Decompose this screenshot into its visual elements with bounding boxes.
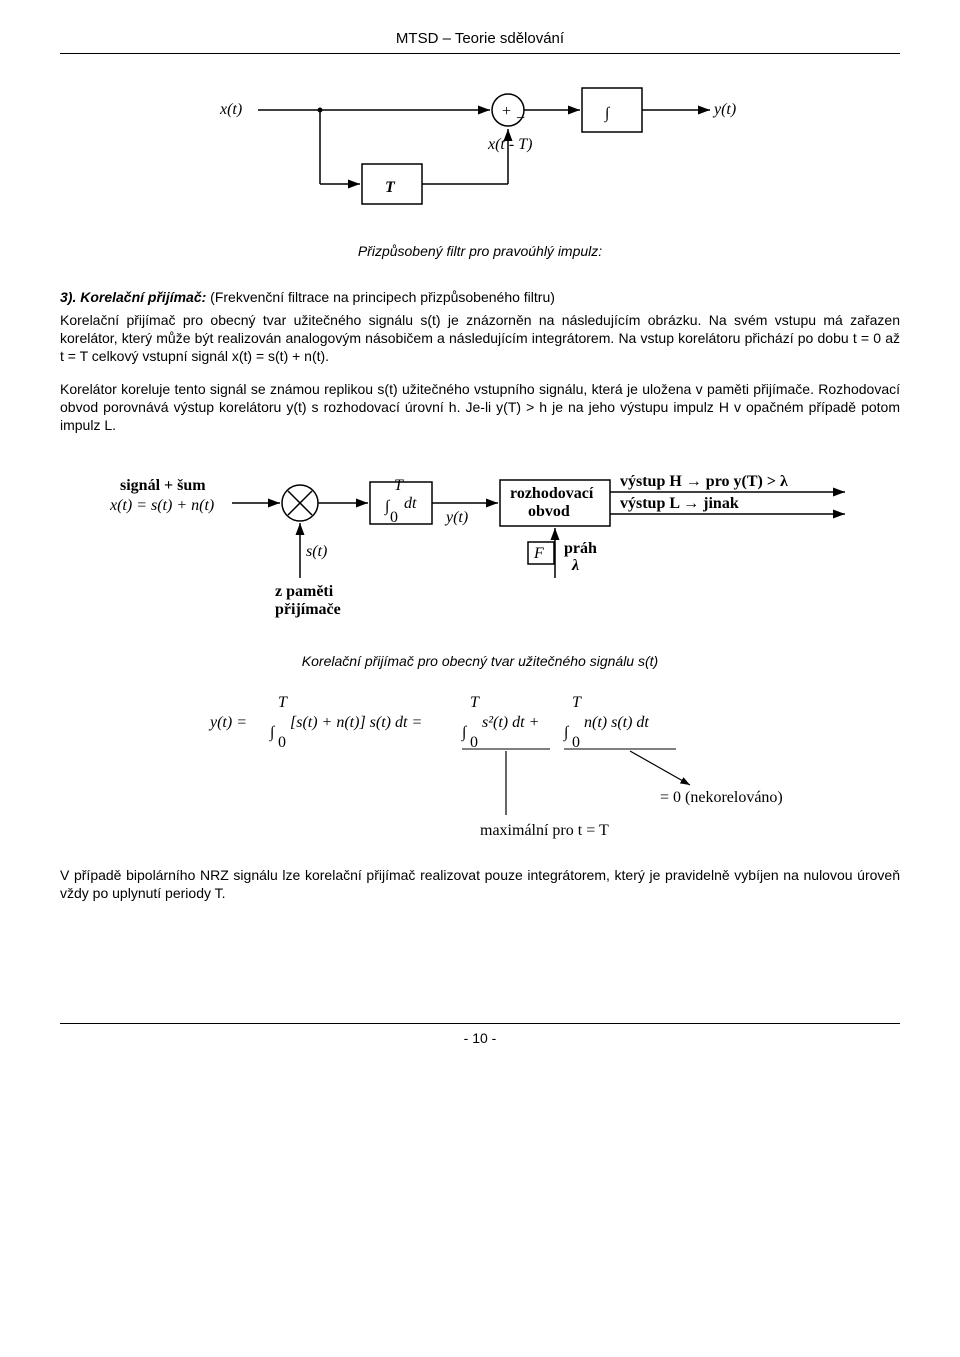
- int-top: T: [394, 477, 404, 494]
- label-thresh2: λ: [571, 557, 579, 574]
- figure-1-caption: Přizpůsobený filtr pro pravoúhlý impulz:: [60, 243, 900, 259]
- svg-text:y(t) =: y(t) =: [208, 714, 247, 731]
- figure-1: x(t) T x(t - T) + − ∫: [60, 74, 900, 237]
- label-mem1: z paměti: [275, 583, 334, 600]
- svg-text:n(t) s(t) dt: n(t) s(t) dt: [584, 714, 649, 731]
- label-st: s(t): [306, 543, 327, 560]
- label-F: F: [533, 545, 544, 562]
- page-footer: - 10 -: [60, 1023, 900, 1046]
- paragraph-1: Korelační přijímač pro obecný tvar užite…: [60, 311, 900, 366]
- label-x: x(t): [219, 101, 242, 118]
- svg-text:−: −: [516, 110, 525, 127]
- svg-text:∫: ∫: [604, 105, 611, 123]
- label-thresh1: práh: [564, 540, 597, 557]
- correlation-receiver-diagram: signál + šum x(t) = s(t) + n(t) s(t) z p…: [110, 448, 850, 648]
- figure-2-caption: Korelační přijímač pro obecný tvar užite…: [60, 653, 900, 669]
- figure-2: signál + šum x(t) = s(t) + n(t) s(t) z p…: [60, 448, 900, 669]
- eq-max: maximální pro t = T: [480, 822, 609, 839]
- section-3-heading: 3). Korelační přijímač: (Frekvenční filt…: [60, 289, 900, 305]
- label-mem2: přijímače: [275, 601, 341, 618]
- svg-text:∫: ∫: [563, 724, 570, 742]
- matched-filter-diagram: x(t) T x(t - T) + − ∫: [210, 74, 750, 234]
- svg-text:T: T: [278, 694, 288, 711]
- eq-zero: = 0 (nekorelováno): [660, 789, 783, 806]
- label-dec2: obvod: [528, 503, 570, 520]
- svg-text:T: T: [572, 694, 582, 711]
- label-signal-noise: signál + šum: [120, 477, 206, 494]
- svg-text:0: 0: [278, 734, 286, 751]
- paragraph-2: Korelátor koreluje tento signál se známo…: [60, 380, 900, 435]
- course-title: MTSD – Teorie sdělování: [396, 30, 564, 47]
- correlation-equation: y(t) = ∫ T 0 [s(t) + n(t)] s(t) dt = ∫ T…: [130, 687, 830, 857]
- page-header: MTSD – Teorie sdělování: [60, 30, 900, 54]
- label-y: y(t): [712, 101, 736, 118]
- svg-text:s²(t) dt +: s²(t) dt +: [482, 714, 539, 731]
- section-title: Korelační přijímač:: [80, 289, 206, 305]
- label-outH: výstup H → pro y(T) > λ: [620, 473, 788, 490]
- int-body: dt: [404, 495, 417, 512]
- svg-text:0: 0: [470, 734, 478, 751]
- svg-text:+: +: [502, 103, 511, 120]
- label-T: T: [385, 179, 396, 196]
- int-bot: 0: [390, 509, 398, 526]
- label-outL: výstup L → jinak: [620, 495, 739, 512]
- svg-text:0: 0: [572, 734, 580, 751]
- label-xtT: x(t - T): [487, 136, 532, 153]
- svg-text:∫: ∫: [269, 724, 276, 742]
- svg-text:T: T: [470, 694, 480, 711]
- figure-3: y(t) = ∫ T 0 [s(t) + n(t)] s(t) dt = ∫ T…: [60, 687, 900, 860]
- label-x-eq: x(t) = s(t) + n(t): [110, 497, 214, 514]
- label-dec1: rozhodovací: [510, 485, 594, 502]
- svg-text:∫: ∫: [461, 724, 468, 742]
- section-number: 3).: [60, 289, 76, 305]
- paragraph-3: V případě bipolárního NRZ signálu lze ko…: [60, 866, 900, 902]
- section-paren: (Frekvenční filtrace na principech přizp…: [210, 289, 555, 305]
- page-number: - 10 -: [464, 1030, 497, 1046]
- svg-text:[s(t) + n(t)] s(t) dt =: [s(t) + n(t)] s(t) dt =: [290, 714, 422, 731]
- label-yt: y(t): [444, 509, 468, 526]
